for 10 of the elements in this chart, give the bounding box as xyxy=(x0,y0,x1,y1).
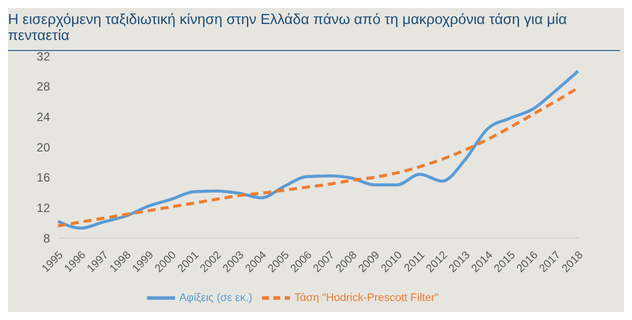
y-tick-label: 12 xyxy=(36,200,50,215)
y-tick-label: 16 xyxy=(36,170,50,185)
y-tick-label: 24 xyxy=(36,110,50,124)
y-tick-label: 32 xyxy=(36,49,50,64)
chart-title: Η εισερχόμενη ταξιδιωτική κίνηση στην Ελλάδα πάνω από τη μακροχρόνια τάση για μία πενταετία xyxy=(8,12,620,51)
legend-label: Τάση "Hodrick-Prescott Filter" xyxy=(294,292,439,304)
y-tick-label: 28 xyxy=(36,80,50,94)
y-tick-label: 8 xyxy=(43,231,50,246)
y-tick-label: 20 xyxy=(36,140,50,154)
legend-label: Αφίξεις (σε εκ.) xyxy=(179,292,252,304)
